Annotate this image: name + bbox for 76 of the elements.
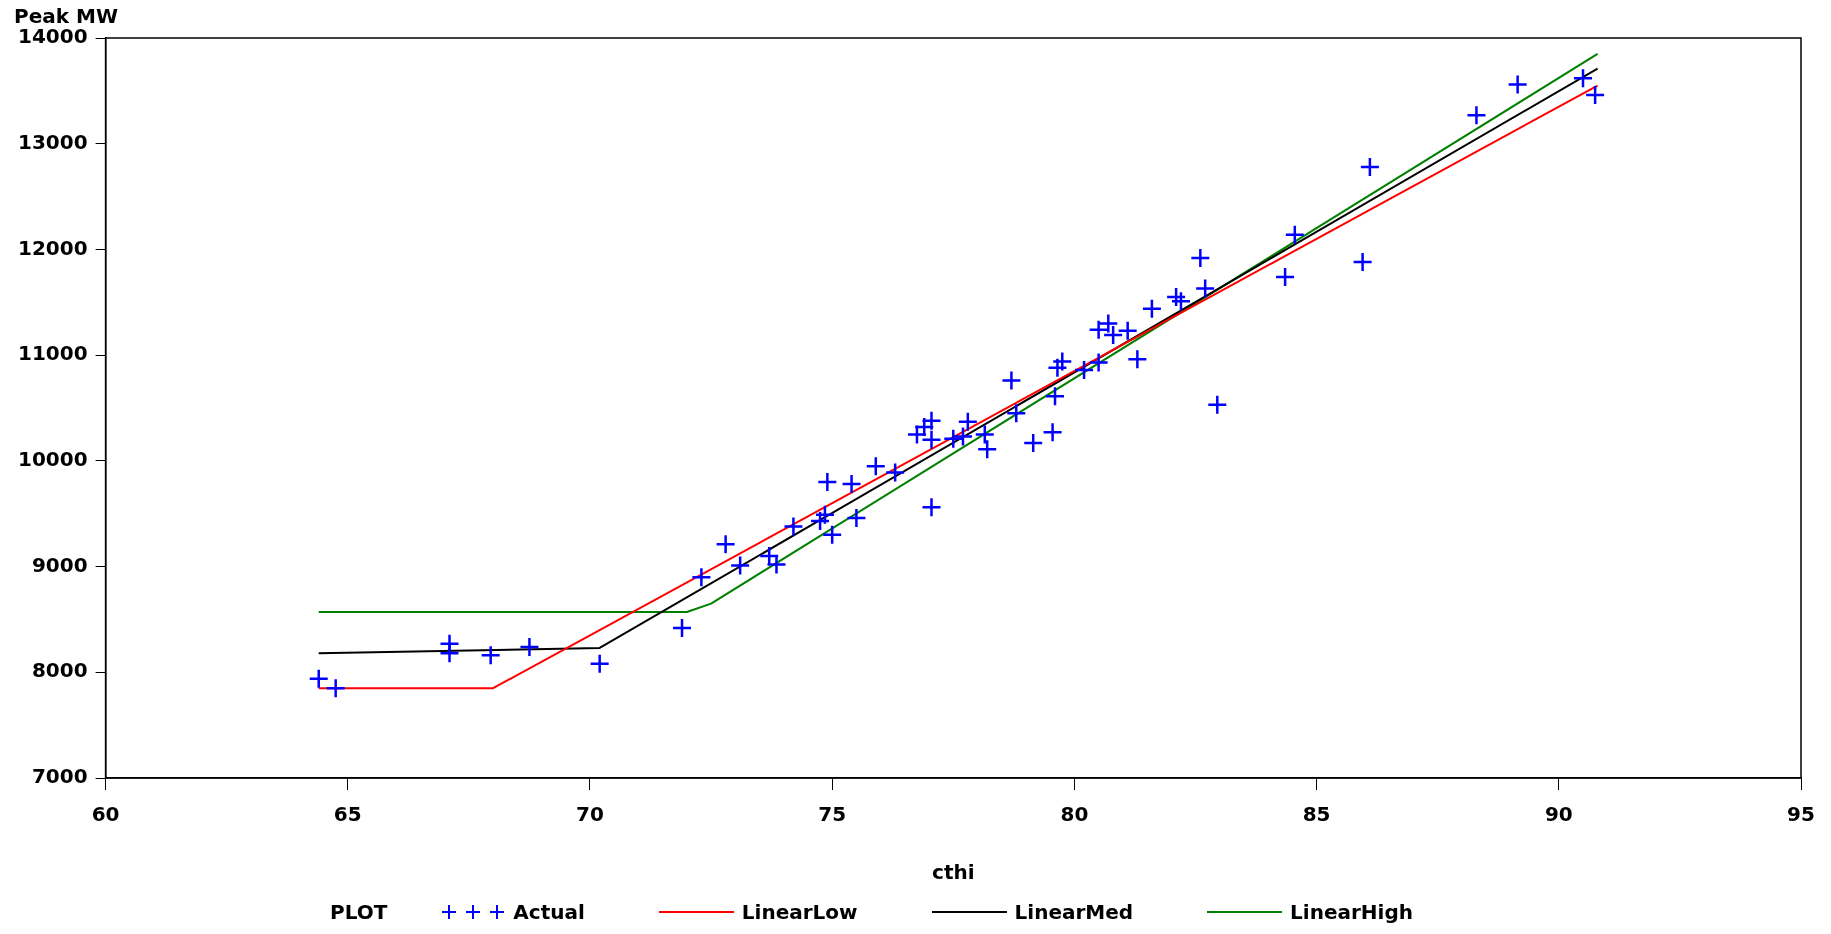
- point: [1190, 247, 1211, 269]
- point: [814, 504, 836, 526]
- point: [1141, 298, 1163, 319]
- point: [1022, 432, 1044, 454]
- point: [1194, 278, 1216, 299]
- point: [1088, 319, 1109, 341]
- point: [1359, 156, 1381, 178]
- y-tick-label: 12000: [17, 235, 88, 260]
- point: [1098, 313, 1119, 334]
- point: [1572, 67, 1594, 89]
- y-tick-label: 13000: [17, 129, 88, 154]
- x-tick-label: 70: [576, 802, 604, 827]
- point: [691, 566, 712, 588]
- point: [1073, 359, 1095, 381]
- point: [943, 428, 964, 449]
- y-tick-label: 10000: [17, 447, 88, 472]
- point: [1207, 394, 1228, 416]
- point: [1127, 349, 1148, 370]
- point: [1001, 370, 1022, 391]
- point: [952, 426, 974, 447]
- point: [1170, 290, 1192, 312]
- point: [589, 653, 610, 675]
- point: [974, 424, 996, 445]
- point: [884, 462, 906, 483]
- point: [715, 534, 736, 555]
- point: [1507, 74, 1528, 95]
- point: [1044, 386, 1066, 407]
- point: [308, 668, 329, 689]
- legend-label: LinearHigh: [1290, 900, 1414, 924]
- point: [1088, 352, 1109, 373]
- point: [439, 643, 460, 664]
- point: [817, 471, 838, 493]
- x-tick-label: 80: [1060, 802, 1089, 827]
- y-tick-label: 11000: [17, 341, 88, 366]
- x-axis-title: cthi: [932, 860, 975, 885]
- x-tick-label: 60: [91, 802, 120, 827]
- point: [480, 645, 501, 666]
- legend-label: Actual: [513, 900, 585, 924]
- point: [846, 507, 867, 529]
- point: [1047, 357, 1068, 379]
- point: [325, 677, 346, 699]
- point: [976, 438, 998, 460]
- x-tick-label: 90: [1544, 802, 1573, 827]
- point: [1584, 84, 1606, 106]
- y-tick-label: 9000: [31, 552, 88, 577]
- x-tick-label: 75: [818, 802, 847, 827]
- legend-label: LinearLow: [741, 900, 858, 924]
- point: [671, 617, 693, 639]
- point: [1042, 422, 1063, 443]
- point: [1165, 286, 1187, 308]
- point: [841, 473, 862, 495]
- point: [1352, 251, 1373, 273]
- x-tick-label: 85: [1302, 802, 1331, 827]
- point: [1052, 351, 1073, 372]
- point: [809, 510, 831, 532]
- point: [865, 455, 887, 477]
- point: [821, 524, 843, 546]
- point: [729, 555, 751, 576]
- point: [906, 424, 928, 445]
- point: [519, 636, 540, 658]
- point: [1274, 266, 1296, 288]
- y-tick-label: 8000: [31, 658, 88, 683]
- x-tick-label: 95: [1787, 802, 1815, 827]
- point: [1284, 224, 1306, 245]
- point: [957, 411, 979, 432]
- x-tick-label: 65: [333, 802, 362, 827]
- point: [1117, 320, 1138, 342]
- point: [1006, 403, 1027, 424]
- point: [921, 410, 942, 431]
- point: [921, 497, 942, 518]
- point: [783, 516, 804, 537]
- point: [1102, 324, 1124, 346]
- point: [1466, 104, 1487, 126]
- y-tick-label: 7000: [31, 764, 88, 789]
- legend-label: LinearMed: [1014, 900, 1134, 924]
- legend-title: PLOT: [330, 900, 388, 924]
